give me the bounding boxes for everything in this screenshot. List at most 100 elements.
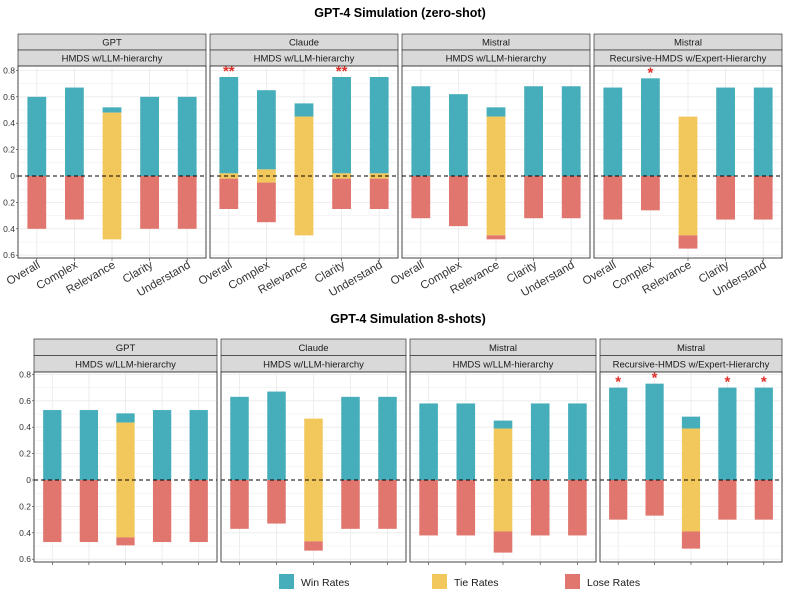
bar-lose [189,480,208,543]
bar-lose [65,176,84,220]
bar-lose [561,176,581,219]
panel-method-label: HMDS w/LLM-hierarchy [254,54,355,65]
y-tick-label: 0 [26,475,31,485]
panel-model-label: Mistral [482,38,510,49]
bar-win [493,420,513,429]
legend: Win Rates Tie Rates Lose Rates [279,574,640,589]
legend-label: Tie Rates [454,577,499,589]
bar-win [411,86,431,176]
bar-lose [257,182,276,223]
bar-win [189,410,208,480]
bar-lose [716,176,735,220]
bar-win [530,403,550,480]
y-tick-label: 0.4 [19,528,31,538]
panel-method-label: HMDS w/LLM-hierarchy [75,359,176,370]
bar-lose [568,480,587,536]
bar-lose [140,176,159,229]
y-tick-label: 0.6 [19,554,31,564]
bar-lose [378,480,397,529]
bar-lose [304,541,323,551]
bar-lose [230,480,249,529]
bar-lose [369,178,389,209]
significance-star: ** [223,63,235,80]
bar-win [753,87,773,176]
bar-lose [116,537,135,546]
bar-tie [219,173,239,179]
bar-lose [754,480,773,520]
panel-model-label: Mistral [489,343,517,354]
panel-border [593,65,783,259]
y-tick-label: 0.8 [19,369,31,379]
panel-border [209,65,399,259]
bar-win [332,77,351,174]
bar-win [102,107,122,113]
panel: Mistral HMDS w/LLM-hierarchy [409,338,597,565]
bar-lose [456,480,476,536]
legend-label: Lose Rates [587,577,640,589]
panel-model-label: Mistral [674,38,702,49]
panel-border [409,371,597,563]
bar-win [524,86,543,176]
bar-win [267,391,286,480]
bar-win [219,77,239,174]
y-tick-label: 0.8 [3,65,15,75]
bar-win [152,410,172,480]
panel: Mistral Recursive-HMDS w/Expert-Hierarchy… [581,33,783,299]
bar-lose [219,178,239,209]
panel-method-label: HMDS w/LLM-hierarchy [453,359,554,370]
y-tick-label: 0.4 [19,422,31,432]
bar-lose [524,176,543,219]
significance-star: ** [336,63,348,80]
bar-lose [27,176,47,229]
bar-lose [678,235,698,249]
panel-method-label: Recursive-HMDS w/Expert-Hierarchy [613,359,770,370]
bar-lose [341,480,360,529]
bar-win [561,86,581,176]
bar-win [456,403,476,480]
bar-lose [419,480,438,536]
bar-lose [493,531,513,553]
significance-star: * [615,374,621,391]
bar-win [294,103,314,117]
bar-lose [530,480,550,536]
y-tick-label: 0.2 [19,449,31,459]
legend-label: Win Rates [301,577,349,589]
y-tick-label: 0.6 [3,250,15,260]
significance-star: * [652,370,658,387]
y-tick-label: 0.2 [3,145,15,155]
bar-lose [681,531,701,549]
bar-lose [609,480,628,520]
y-tick-label: 0.4 [3,118,15,128]
bar-win [568,403,587,480]
significance-star: * [647,64,653,81]
bar-win [65,87,84,176]
bar-win [257,90,276,170]
panel-border [33,371,218,563]
bar-tie [332,173,351,179]
bar-win [718,387,737,480]
panel-model-label: GPT [102,38,122,49]
panel: GPT HMDS w/LLM-hierarchy [33,338,218,565]
bar-win [378,396,397,480]
bar-win [27,96,47,176]
significance-star: * [761,374,767,391]
bar-lose [43,480,62,543]
bar-lose [645,480,664,516]
bar-lose [152,480,172,543]
y-tick-label: 0 [10,171,15,181]
legend-swatch [279,574,294,589]
bar-lose [332,178,351,209]
panel-model-label: Mistral [677,343,705,354]
bar-win [419,403,438,480]
panel-border [599,371,783,563]
panel-border [220,371,407,563]
bar-win [177,96,197,176]
chart-1: GPT-4 Simulation (zero-shot) 0.8 0.6 0.4 0.2… [3,6,783,299]
bar-win [641,78,660,176]
chart-2: GPT-4 Simulation 8-shots) 0.8 0.6 0.4 0.2 0 0.… [19,312,783,565]
bar-win [79,410,99,480]
bar-win [369,77,389,174]
bar-win [230,396,249,480]
